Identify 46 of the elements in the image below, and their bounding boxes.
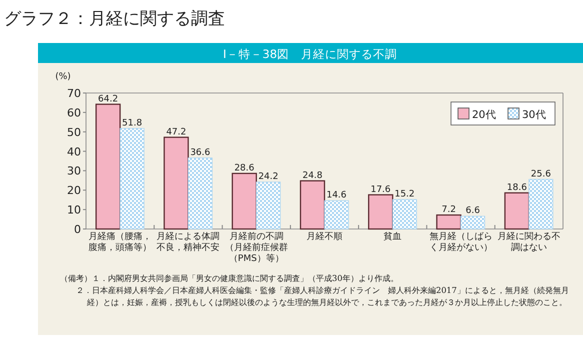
bar xyxy=(188,158,213,230)
data-label: 24.8 xyxy=(302,170,323,181)
x-tick-label: 月経に関わる不調はない xyxy=(496,232,562,254)
chart-subtitle: グラフ２：月経に関する調査 xyxy=(4,9,225,29)
legend-label: 30代 xyxy=(522,109,546,121)
legend-label: 20代 xyxy=(472,109,496,121)
text: ２．日本産科婦人科学会／日本産婦人科医会編集・監修「産婦人科診療ガイドライン 婦人科外来編2017」によると，無月経（続発無月経）とは，妊娠，産褥，授乳もしくは閉経以後のような生理的無月経以外で，これまであった月経が３か月以上停止した状態のこと。 xyxy=(75,284,570,308)
y-tick-label: 60 xyxy=(67,106,81,120)
data-label: 47.2 xyxy=(166,127,186,138)
bar xyxy=(528,178,554,230)
data-label: 14.6 xyxy=(326,190,347,201)
bar xyxy=(392,199,417,230)
data-label: 6.6 xyxy=(466,206,480,216)
y-tick-label: 30 xyxy=(67,164,81,178)
bar xyxy=(504,192,530,230)
bar xyxy=(164,136,189,230)
bar xyxy=(300,180,326,230)
bar xyxy=(324,200,349,230)
bar xyxy=(232,172,257,230)
bar xyxy=(120,128,144,230)
bar xyxy=(460,216,486,230)
y-tick-label: 20 xyxy=(67,184,81,198)
x-tick-label: 月経不順 xyxy=(305,232,344,243)
bar xyxy=(95,104,121,230)
bar xyxy=(368,194,394,230)
y-tick-label: 40 xyxy=(67,145,81,158)
data-label: 18.6 xyxy=(506,182,528,193)
data-label: 64.2 xyxy=(98,94,118,104)
bar xyxy=(436,214,462,230)
data-label: 24.2 xyxy=(258,172,278,182)
data-label: 15.2 xyxy=(394,189,415,200)
bar xyxy=(256,182,281,230)
chart-title: Ⅰ－特－38図 月経に関する不調 xyxy=(222,47,398,61)
y-tick-label: 0 xyxy=(74,223,81,236)
data-label: 28.6 xyxy=(234,163,255,174)
data-label: 36.6 xyxy=(190,148,211,158)
y-tick-label: 70 xyxy=(67,87,81,100)
x-tick-label: 無月経（しばらく月経がない） xyxy=(428,232,494,254)
y-tick-label: 10 xyxy=(67,204,81,217)
y-axis-title: (%) xyxy=(55,72,71,82)
text: （備考）１．内閣府男女共同参画局「男女の健康意識に関する調査」（平成30年）より作成。 xyxy=(60,272,400,284)
data-label: 17.6 xyxy=(370,184,391,195)
data-label: 51.8 xyxy=(122,118,142,128)
data-label: 25.6 xyxy=(530,169,552,180)
y-tick-label: 50 xyxy=(67,126,81,139)
data-label: 7.2 xyxy=(442,205,456,216)
